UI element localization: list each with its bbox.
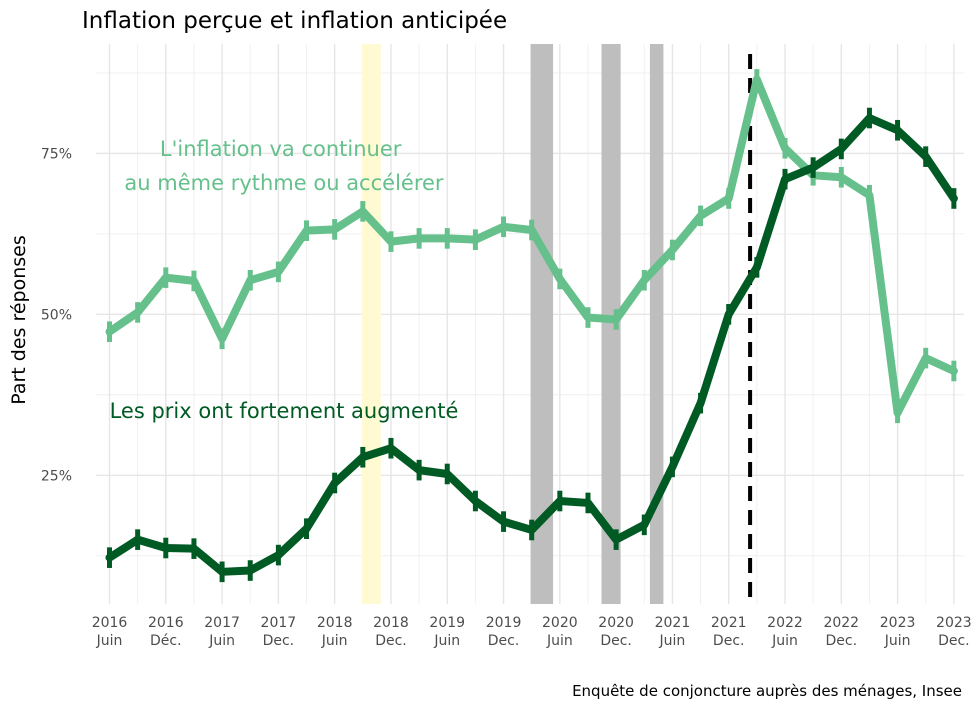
- x-tick-label-month: Dec.: [263, 633, 295, 649]
- y-tick-label: 50%: [41, 307, 72, 323]
- x-tick-label-year: 2021: [711, 615, 747, 631]
- chart-caption: Enquête de conjoncture auprès des ménage…: [572, 682, 962, 700]
- x-tick-label-month: Dec.: [600, 633, 632, 649]
- annotation-anticipated: L'inflation va continuer au même rythme …: [124, 137, 443, 195]
- shaded-period-2: [530, 44, 554, 604]
- x-axis-ticks: 2016 Juin 2016 Déc. 2017 Juin 2017 Dec. 2018 Juin…: [92, 615, 972, 649]
- x-tick-label-year: 2019: [486, 615, 522, 631]
- x-tick-label-year: 2021: [655, 615, 691, 631]
- x-tick-label-year: 2022: [823, 615, 859, 631]
- x-tick-label-month: Dec.: [826, 633, 858, 649]
- x-tick-label-month: Juin: [96, 633, 123, 649]
- chart-title: Inflation perçue et inflation anticipée: [82, 8, 507, 34]
- shaded-period-4: [649, 44, 664, 604]
- x-tick-label-year: 2023: [936, 615, 972, 631]
- x-tick-label-year: 2018: [317, 615, 353, 631]
- y-tick-label: 25%: [41, 468, 72, 484]
- x-tick-label-month: Dec.: [713, 633, 745, 649]
- y-tick-label: 75%: [41, 146, 72, 162]
- x-tick-label-month: Juin: [884, 633, 911, 649]
- x-tick-label-month: Dec.: [938, 633, 970, 649]
- major-grid: [96, 44, 964, 604]
- y-axis-ticks: 25% 50% 75%: [41, 146, 72, 484]
- shaded-periods: [361, 44, 664, 604]
- x-tick-label-year: 2020: [542, 615, 578, 631]
- x-tick-label-year: 2020: [598, 615, 634, 631]
- annotation-anticipated-line-1: L'inflation va continuer: [160, 137, 402, 161]
- x-tick-label-year: 2023: [880, 615, 916, 631]
- shaded-period-3: [601, 44, 621, 604]
- x-tick-label-year: 2016: [92, 615, 128, 631]
- annotation-anticipated-line-2: au même rythme ou accélérer: [124, 171, 443, 195]
- x-tick-label-month: Déc.: [150, 633, 182, 649]
- x-tick-label-month: Juin: [208, 633, 235, 649]
- annotation-perceived: Les prix ont fortement augmenté: [110, 399, 459, 423]
- x-tick-label-month: Dec.: [375, 633, 407, 649]
- y-axis-label: Part des réponses: [8, 235, 30, 405]
- x-tick-label-year: 2017: [261, 615, 297, 631]
- series-layer: [105, 69, 958, 583]
- x-tick-label-year: 2016: [148, 615, 184, 631]
- x-tick-label-month: Juin: [546, 633, 573, 649]
- x-tick-label-year: 2022: [767, 615, 803, 631]
- x-tick-label-year: 2017: [204, 615, 240, 631]
- x-tick-label-month: Dec.: [488, 633, 520, 649]
- x-tick-label-month: Juin: [321, 633, 348, 649]
- x-tick-label-month: Juin: [433, 633, 460, 649]
- shaded-period-1: [361, 44, 381, 604]
- x-tick-label-month: Juin: [771, 633, 798, 649]
- x-tick-label-month: Juin: [659, 633, 686, 649]
- x-tick-label-year: 2019: [429, 615, 465, 631]
- x-tick-label-year: 2018: [373, 615, 409, 631]
